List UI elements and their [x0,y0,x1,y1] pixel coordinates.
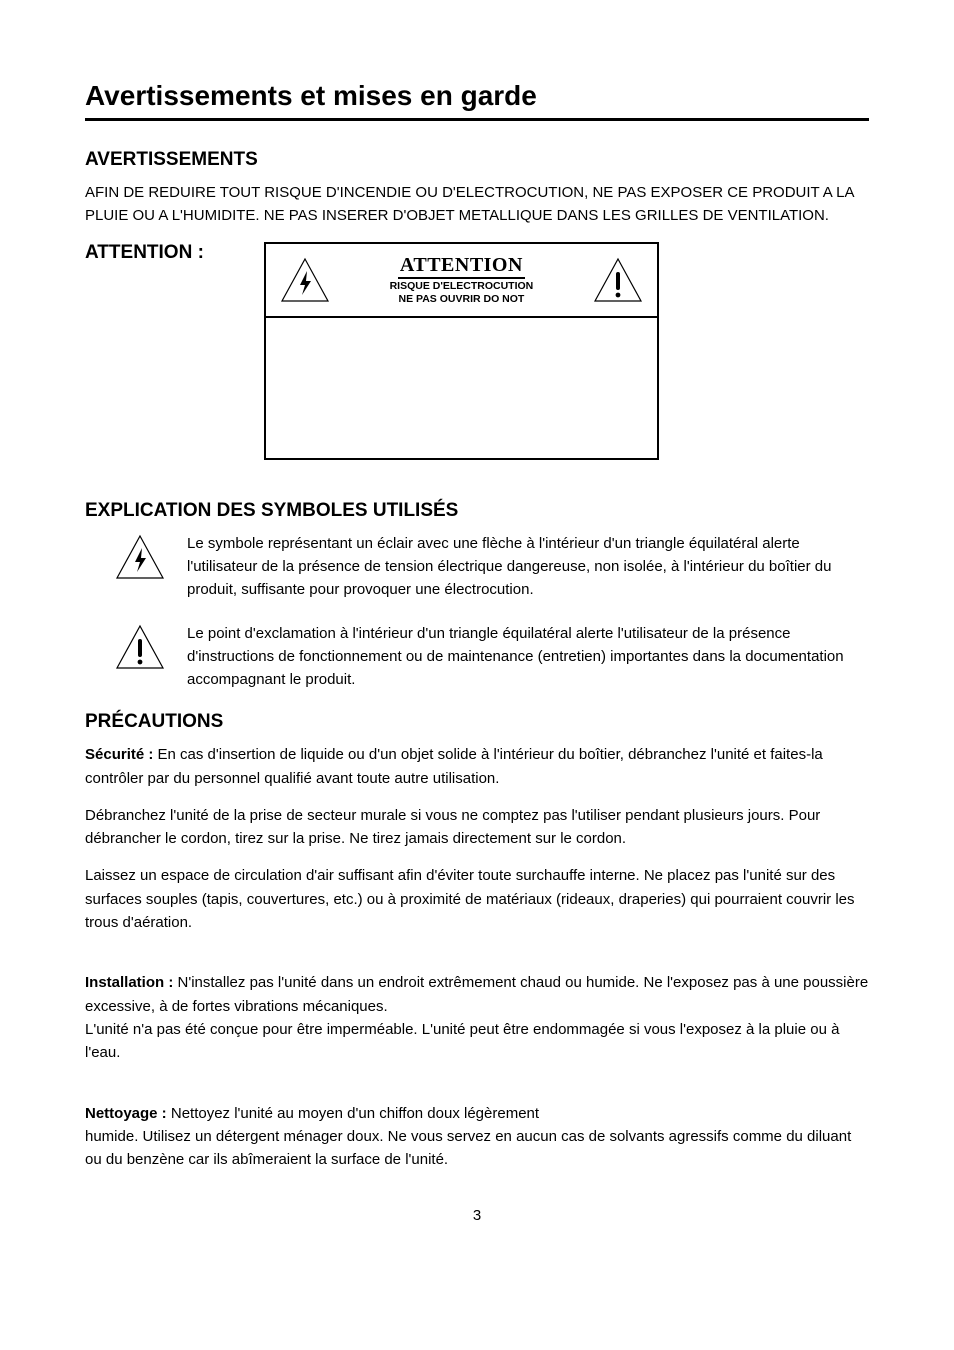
page-number: 3 [85,1207,869,1224]
precautions-heading: PRÉCAUTIONS [85,711,869,733]
precautions-clean: Nettoyage : Nettoyez l'unité au moyen d'… [85,1078,869,1171]
attention-heading: ATTENTION : [85,242,204,264]
caution-box-line1: RISQUE D'ELECTROCUTION [336,280,587,293]
precautions-airflow: Laissez un espace de circulation d'air s… [85,864,869,934]
precautions-install: Installation : N'installez pas l'unité d… [85,948,869,1064]
symbol-exclaim-text: Le point d'exclamation à l'intérieur d'u… [187,622,869,692]
clean-text: Nettoyez l'unité au moyen d'un chiffon d… [85,1105,851,1169]
security-label: Sécurité : [85,746,158,763]
warnings-text: AFIN DE REDUIRE TOUT RISQUE D'INCENDIE O… [85,181,869,228]
exclamation-triangle-icon [593,257,643,303]
lightning-triangle-icon [280,257,330,303]
symbol-bolt-text: Le symbole représentant un éclair avec u… [187,532,869,602]
symbol-exclaim-block: Le point d'exclamation à l'intérieur d'u… [85,622,869,692]
lightning-triangle-icon [115,534,165,580]
caution-box-wrap: ATTENTION RISQUE D'ELECTROCUTION NE PAS … [264,242,659,460]
caution-box-title: ATTENTION [398,254,525,279]
install-text: N'installez pas l'unité dans un endroit … [85,974,868,1061]
caution-box-top: ATTENTION RISQUE D'ELECTROCUTION NE PAS … [266,244,657,318]
security-text: En cas d'insertion de liquide ou d'un ob… [85,746,823,786]
precautions-security: Sécurité : En cas d'insertion de liquide… [85,743,869,790]
caution-box-bottom [266,318,657,458]
symbols-heading: EXPLICATION DES SYMBOLES UTILISÉS [85,500,869,522]
caution-box: ATTENTION RISQUE D'ELECTROCUTION NE PAS … [264,242,659,460]
exclamation-triangle-icon [115,624,165,670]
caution-box-line2: NE PAS OUVRIR DO NOT [336,293,587,306]
symbol-bolt-block: Le symbole représentant un éclair avec u… [85,532,869,602]
install-label: Installation : [85,974,178,991]
clean-label: Nettoyage : [85,1105,171,1122]
warnings-heading: AVERTISSEMENTS [85,149,869,171]
attention-row: ATTENTION : ATTENTION RISQUE D'ELECTROCU… [85,242,869,480]
page-title: Avertissements et mises en garde [85,80,869,121]
precautions-unplug: Débranchez l'unité de la prise de secteu… [85,804,869,851]
caution-box-center: ATTENTION RISQUE D'ELECTROCUTION NE PAS … [330,254,593,306]
